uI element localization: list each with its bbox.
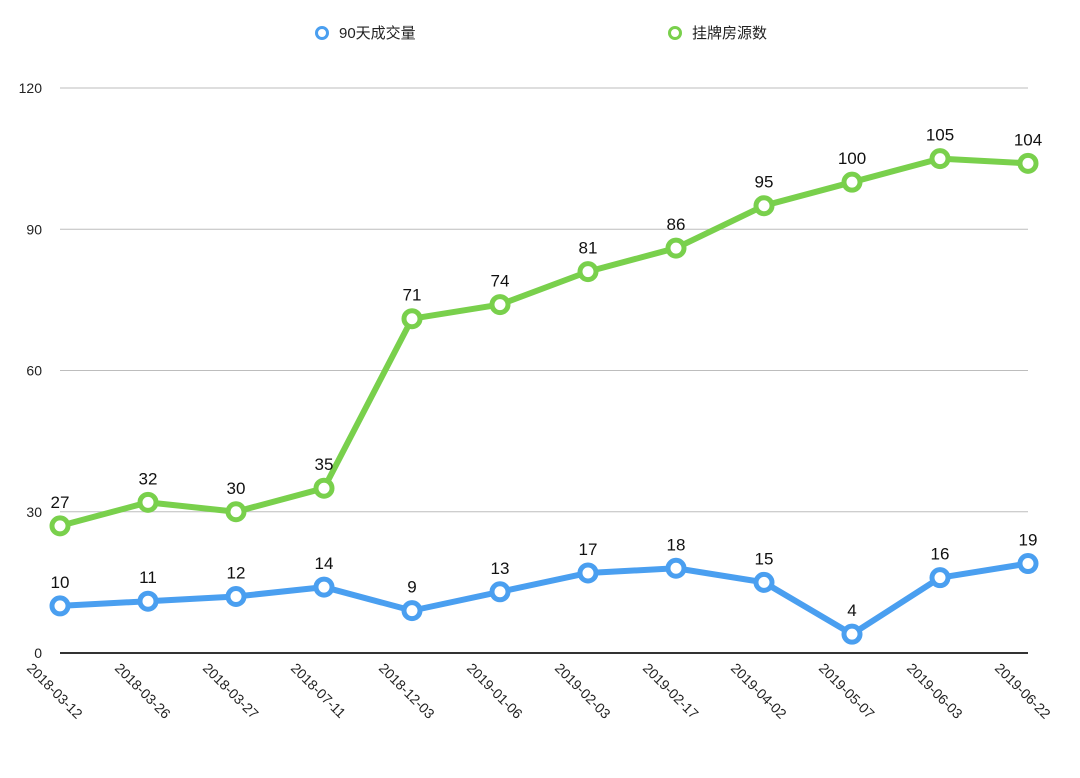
y-tick-label: 90 bbox=[26, 221, 42, 237]
data-label: 32 bbox=[139, 469, 158, 488]
x-tick-label: 2018-12-03 bbox=[376, 660, 438, 722]
x-tick-label: 2019-01-06 bbox=[464, 660, 526, 722]
data-label: 105 bbox=[926, 126, 954, 145]
series-lines bbox=[49, 148, 1039, 645]
x-axis-labels: 2018-03-12 2018-03-26 2018-03-27 2018-07-11… bbox=[24, 660, 1054, 722]
x-tick-label: 2019-04-02 bbox=[728, 660, 790, 722]
data-point-marker[interactable] bbox=[665, 557, 687, 579]
data-label: 15 bbox=[755, 549, 774, 568]
data-point-marker[interactable] bbox=[225, 586, 247, 607]
data-labels: 10 11 12 14 9 13 17 18 15 4 16 19 27 32 30 35 71 74 81 86 95… bbox=[51, 126, 1043, 621]
data-point-marker[interactable] bbox=[137, 590, 159, 612]
x-tick-label: 2018-03-12 bbox=[24, 660, 86, 722]
y-tick-label: 60 bbox=[26, 363, 42, 379]
data-label: 10 bbox=[51, 573, 70, 592]
data-label: 71 bbox=[403, 286, 422, 305]
data-label: 35 bbox=[315, 455, 334, 474]
data-label: 4 bbox=[847, 601, 856, 620]
data-point-marker[interactable] bbox=[1017, 553, 1039, 575]
x-tick-label: 2019-06-03 bbox=[904, 660, 966, 722]
data-label: 12 bbox=[227, 564, 246, 583]
data-label: 17 bbox=[579, 540, 598, 559]
legend-marker-icon bbox=[668, 25, 682, 40]
data-point-marker[interactable] bbox=[225, 501, 247, 523]
x-tick-label: 2019-05-07 bbox=[816, 660, 878, 722]
data-point-marker[interactable] bbox=[489, 294, 511, 316]
data-label: 27 bbox=[51, 493, 70, 512]
series-line-1 bbox=[57, 155, 1031, 529]
x-tick-label: 2018-07-11 bbox=[288, 660, 349, 721]
data-point-marker[interactable] bbox=[401, 600, 423, 622]
data-label: 81 bbox=[579, 239, 598, 258]
data-label: 11 bbox=[139, 568, 157, 587]
data-label: 30 bbox=[227, 479, 246, 498]
x-tick-label: 2019-02-03 bbox=[552, 660, 614, 722]
data-point-marker[interactable] bbox=[313, 477, 335, 499]
data-point-marker[interactable] bbox=[841, 171, 863, 193]
series-line-0 bbox=[57, 560, 1031, 638]
data-point-marker[interactable] bbox=[489, 581, 511, 603]
y-tick-label: 0 bbox=[34, 645, 42, 661]
data-label: 95 bbox=[755, 173, 774, 192]
data-point-marker[interactable] bbox=[929, 567, 951, 589]
data-point-marker[interactable] bbox=[401, 308, 423, 330]
y-tick-label: 120 bbox=[19, 80, 43, 96]
y-tick-label: 30 bbox=[26, 504, 42, 520]
data-label: 74 bbox=[491, 272, 510, 291]
y-axis-labels: 0 30 60 90 120 bbox=[19, 80, 43, 661]
data-point-marker[interactable] bbox=[577, 261, 599, 283]
data-label: 100 bbox=[838, 149, 866, 168]
data-point-marker[interactable] bbox=[753, 195, 775, 217]
data-point-marker[interactable] bbox=[753, 571, 775, 593]
x-tick-label: 2019-06-22 bbox=[992, 660, 1054, 722]
data-point-marker[interactable] bbox=[1017, 152, 1039, 174]
data-point-marker[interactable] bbox=[49, 515, 71, 537]
data-label: 9 bbox=[407, 578, 416, 597]
legend-item-listings[interactable]: 挂牌房源数 bbox=[668, 22, 767, 43]
data-label: 16 bbox=[931, 545, 950, 564]
legend-label: 90天成交量 bbox=[339, 25, 416, 42]
data-point-marker[interactable] bbox=[49, 595, 71, 617]
data-point-marker[interactable] bbox=[841, 623, 863, 645]
data-point-marker[interactable] bbox=[313, 576, 335, 598]
legend-marker-icon bbox=[315, 25, 329, 40]
data-label: 86 bbox=[667, 215, 686, 234]
x-tick-label: 2018-03-26 bbox=[112, 660, 174, 722]
data-label: 104 bbox=[1014, 130, 1042, 149]
data-point-marker[interactable] bbox=[577, 562, 599, 584]
data-label: 18 bbox=[667, 535, 686, 554]
x-tick-label: 2019-02-17 bbox=[640, 660, 702, 722]
legend-label: 挂牌房源数 bbox=[692, 25, 768, 42]
gridlines bbox=[60, 87, 1028, 654]
x-tick-label: 2018-03-27 bbox=[200, 660, 262, 722]
data-point-marker[interactable] bbox=[929, 148, 951, 170]
data-label: 14 bbox=[315, 554, 334, 573]
data-point-marker[interactable] bbox=[137, 491, 159, 513]
legend-item-transactions[interactable]: 90天成交量 bbox=[315, 22, 416, 43]
data-point-marker[interactable] bbox=[665, 237, 687, 259]
chart-legend: 90天成交量 挂牌房源数 bbox=[0, 22, 1080, 46]
data-label: 13 bbox=[491, 559, 510, 578]
data-label: 19 bbox=[1019, 531, 1038, 550]
